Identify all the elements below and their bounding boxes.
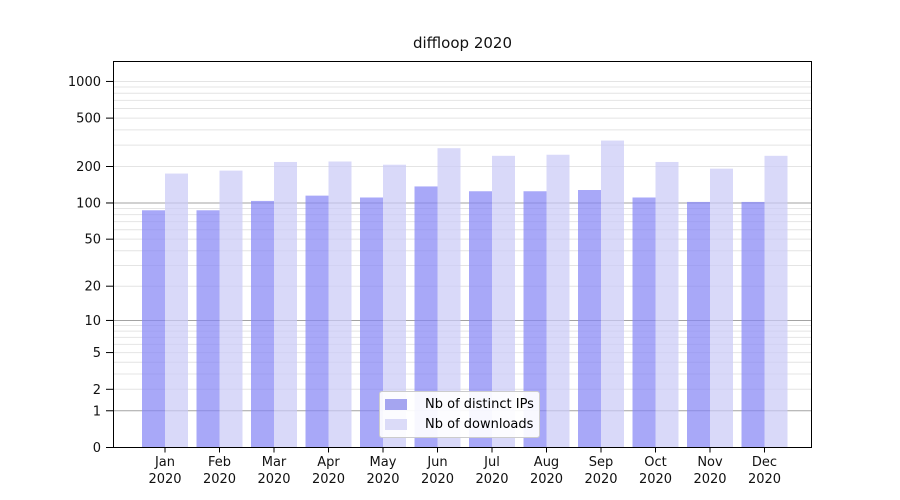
bar-downloads-oct-2020	[655, 161, 679, 448]
bar-distinct-ips-jan-2020	[142, 210, 165, 448]
bar-distinct-ips-jun-2020	[414, 186, 438, 448]
x-tick-label-year-jun-2020: 2020	[421, 472, 454, 487]
x-tick-label-year-jan-2020: 2020	[148, 472, 181, 487]
y-tick-label-100: 100	[76, 196, 101, 211]
x-tick-label-year-oct-2020: 2020	[639, 472, 672, 487]
bar-downloads-sep-2020	[601, 140, 624, 448]
x-tick-label-month-oct-2020: Oct	[644, 455, 666, 470]
legend-item-distinct-ips: Nb of distinct IPs	[385, 397, 534, 412]
bar-downloads-apr-2020	[328, 161, 352, 448]
x-tick-label-year-feb-2020: 2020	[203, 472, 236, 487]
bar-distinct-ips-apr-2020	[305, 195, 329, 448]
y-tick-label-50: 50	[84, 233, 101, 248]
plot-border	[113, 61, 812, 448]
x-tick-label-month-feb-2020: Feb	[208, 455, 231, 470]
x-tick-label-month-apr-2020: Apr	[317, 455, 340, 470]
x-tick-label-year-dec-2020: 2020	[748, 472, 781, 487]
y-tick-label-2: 2	[93, 383, 101, 398]
chart-title: diffloop 2020	[412, 34, 512, 52]
bar-distinct-ips-sep-2020	[578, 190, 601, 448]
bar-downloads-aug-2020	[546, 154, 570, 448]
x-tick-label-year-nov-2020: 2020	[693, 472, 726, 487]
x-tick-label-year-jul-2020: 2020	[475, 472, 508, 487]
bar-distinct-ips-may-2020	[360, 197, 383, 448]
x-tick-label-month-aug-2020: Aug	[534, 455, 559, 470]
legend: Nb of distinct IPs Nb of downloads	[379, 391, 540, 438]
x-tick-label-month-mar-2020: Mar	[262, 455, 287, 470]
y-tick-label-5: 5	[93, 346, 101, 361]
legend-swatch-distinct-ips	[385, 399, 407, 410]
x-tick-label-month-jul-2020: Jul	[483, 455, 500, 470]
bar-downloads-feb-2020	[219, 170, 243, 448]
bar-downloads-jan-2020	[165, 173, 188, 448]
bar-distinct-ips-jul-2020	[469, 191, 492, 448]
bar-distinct-ips-nov-2020	[687, 201, 710, 448]
legend-label-downloads: Nb of downloads	[425, 417, 534, 432]
x-tick-label-month-jun-2020: Jun	[426, 455, 447, 470]
bar-downloads-dec-2020	[764, 155, 788, 448]
legend-item-downloads: Nb of downloads	[385, 417, 534, 432]
x-tick-label-year-may-2020: 2020	[366, 472, 399, 487]
bar-distinct-ips-feb-2020	[196, 210, 220, 448]
x-tick-label-month-jan-2020: Jan	[154, 455, 175, 470]
y-tick-label-200: 200	[76, 160, 101, 175]
bar-distinct-ips-aug-2020	[523, 191, 547, 448]
x-tick-label-year-sep-2020: 2020	[584, 472, 617, 487]
y-tick-label-20: 20	[84, 280, 101, 295]
x-tick-label-month-nov-2020: Nov	[697, 455, 723, 470]
bar-downloads-mar-2020	[274, 161, 297, 448]
bar-downloads-jun-2020	[437, 148, 461, 448]
bar-distinct-ips-mar-2020	[251, 200, 274, 448]
y-tick-label-1: 1	[93, 404, 101, 419]
bar-distinct-ips-oct-2020	[632, 197, 656, 448]
bar-downloads-may-2020	[383, 164, 406, 448]
legend-label-distinct-ips: Nb of distinct IPs	[425, 397, 534, 412]
x-tick-label-month-sep-2020: Sep	[589, 455, 614, 470]
y-tick-label-10: 10	[84, 314, 101, 329]
bar-downloads-nov-2020	[710, 168, 733, 448]
x-tick-label-year-aug-2020: 2020	[530, 472, 563, 487]
x-tick-label-year-apr-2020: 2020	[312, 472, 345, 487]
bar-distinct-ips-dec-2020	[741, 201, 765, 448]
y-tick-label-0: 0	[93, 441, 101, 456]
bar-downloads-jul-2020	[492, 155, 515, 448]
y-tick-label-1000: 1000	[68, 75, 101, 90]
x-tick-label-month-dec-2020: Dec	[752, 455, 777, 470]
y-tick-label-500: 500	[76, 112, 101, 127]
x-tick-label-month-may-2020: May	[370, 455, 397, 470]
x-tick-label-year-mar-2020: 2020	[257, 472, 290, 487]
legend-swatch-downloads	[385, 419, 407, 430]
